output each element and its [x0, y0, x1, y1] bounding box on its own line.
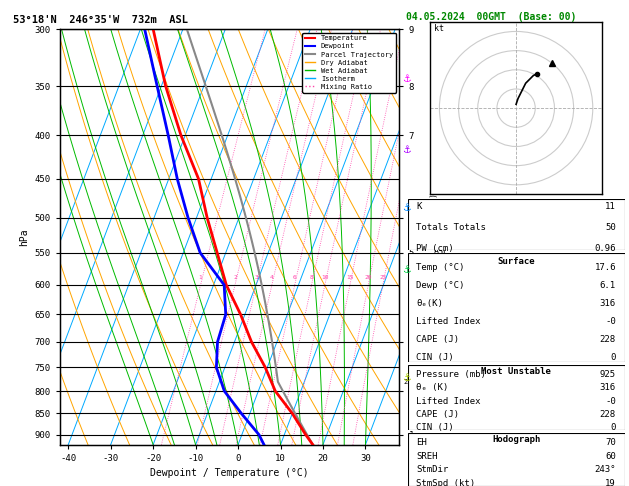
Text: 0.96: 0.96: [594, 244, 616, 253]
Text: 316: 316: [600, 383, 616, 392]
Text: Lifted Index: Lifted Index: [416, 317, 481, 326]
Text: ⚓: ⚓: [403, 74, 411, 84]
Text: Pressure (mb): Pressure (mb): [416, 370, 486, 379]
Text: 25: 25: [379, 275, 387, 280]
Text: 2LCL: 2LCL: [404, 379, 421, 385]
Text: Hodograph: Hodograph: [492, 434, 540, 444]
Text: 04.05.2024  00GMT  (Base: 00): 04.05.2024 00GMT (Base: 00): [406, 12, 576, 22]
Text: -0: -0: [605, 397, 616, 405]
Text: 1: 1: [199, 275, 203, 280]
Text: 228: 228: [600, 335, 616, 344]
Text: 70: 70: [605, 438, 616, 447]
Text: 20: 20: [365, 275, 372, 280]
Text: ⚓: ⚓: [403, 145, 411, 155]
Text: CIN (J): CIN (J): [416, 423, 454, 432]
Text: 6.1: 6.1: [600, 281, 616, 290]
Text: Dewp (°C): Dewp (°C): [416, 281, 465, 290]
Text: StmDir: StmDir: [416, 466, 448, 474]
Text: 0: 0: [611, 353, 616, 362]
Text: 19: 19: [605, 479, 616, 486]
Text: 50: 50: [605, 223, 616, 232]
Text: SREH: SREH: [416, 451, 438, 461]
Text: ⚓: ⚓: [403, 203, 411, 213]
Text: 2: 2: [233, 275, 237, 280]
Legend: Temperature, Dewpoint, Parcel Trajectory, Dry Adiabat, Wet Adiabat, Isotherm, Mi: Temperature, Dewpoint, Parcel Trajectory…: [302, 33, 396, 93]
Text: kt: kt: [433, 24, 443, 34]
Text: 53°18'N  246°35'W  732m  ASL: 53°18'N 246°35'W 732m ASL: [13, 15, 187, 25]
Text: CIN (J): CIN (J): [416, 353, 454, 362]
Text: 8: 8: [309, 275, 313, 280]
Y-axis label: hPa: hPa: [19, 228, 29, 246]
Text: ⚓: ⚓: [403, 265, 411, 275]
Text: 3: 3: [254, 275, 258, 280]
Text: 228: 228: [600, 410, 616, 419]
Text: ⚓: ⚓: [403, 373, 411, 383]
Text: CAPE (J): CAPE (J): [416, 335, 459, 344]
X-axis label: Dewpoint / Temperature (°C): Dewpoint / Temperature (°C): [150, 469, 309, 478]
Text: 4: 4: [270, 275, 274, 280]
Text: -0: -0: [605, 317, 616, 326]
Text: 243°: 243°: [594, 466, 616, 474]
Text: K: K: [416, 202, 421, 211]
Text: EH: EH: [416, 438, 427, 447]
Text: 11: 11: [605, 202, 616, 211]
Text: Temp (°C): Temp (°C): [416, 263, 465, 272]
Text: StmSpd (kt): StmSpd (kt): [416, 479, 476, 486]
Text: θₑ (K): θₑ (K): [416, 383, 448, 392]
Text: 10: 10: [321, 275, 328, 280]
Text: Lifted Index: Lifted Index: [416, 397, 481, 405]
Text: 316: 316: [600, 299, 616, 308]
Text: PW (cm): PW (cm): [416, 244, 454, 253]
Text: θₑ(K): θₑ(K): [416, 299, 443, 308]
Text: Most Unstable: Most Unstable: [481, 367, 551, 376]
Text: 15: 15: [346, 275, 353, 280]
Text: CAPE (J): CAPE (J): [416, 410, 459, 419]
Text: Totals Totals: Totals Totals: [416, 223, 486, 232]
Text: 925: 925: [600, 370, 616, 379]
Text: 60: 60: [605, 451, 616, 461]
Text: Mixing Ratio (g/kg): Mixing Ratio (g/kg): [430, 193, 439, 281]
Text: Surface: Surface: [498, 257, 535, 266]
Y-axis label: km
ASL: km ASL: [434, 237, 449, 256]
Text: 0: 0: [611, 423, 616, 432]
Text: 6: 6: [293, 275, 297, 280]
Text: 17.6: 17.6: [594, 263, 616, 272]
